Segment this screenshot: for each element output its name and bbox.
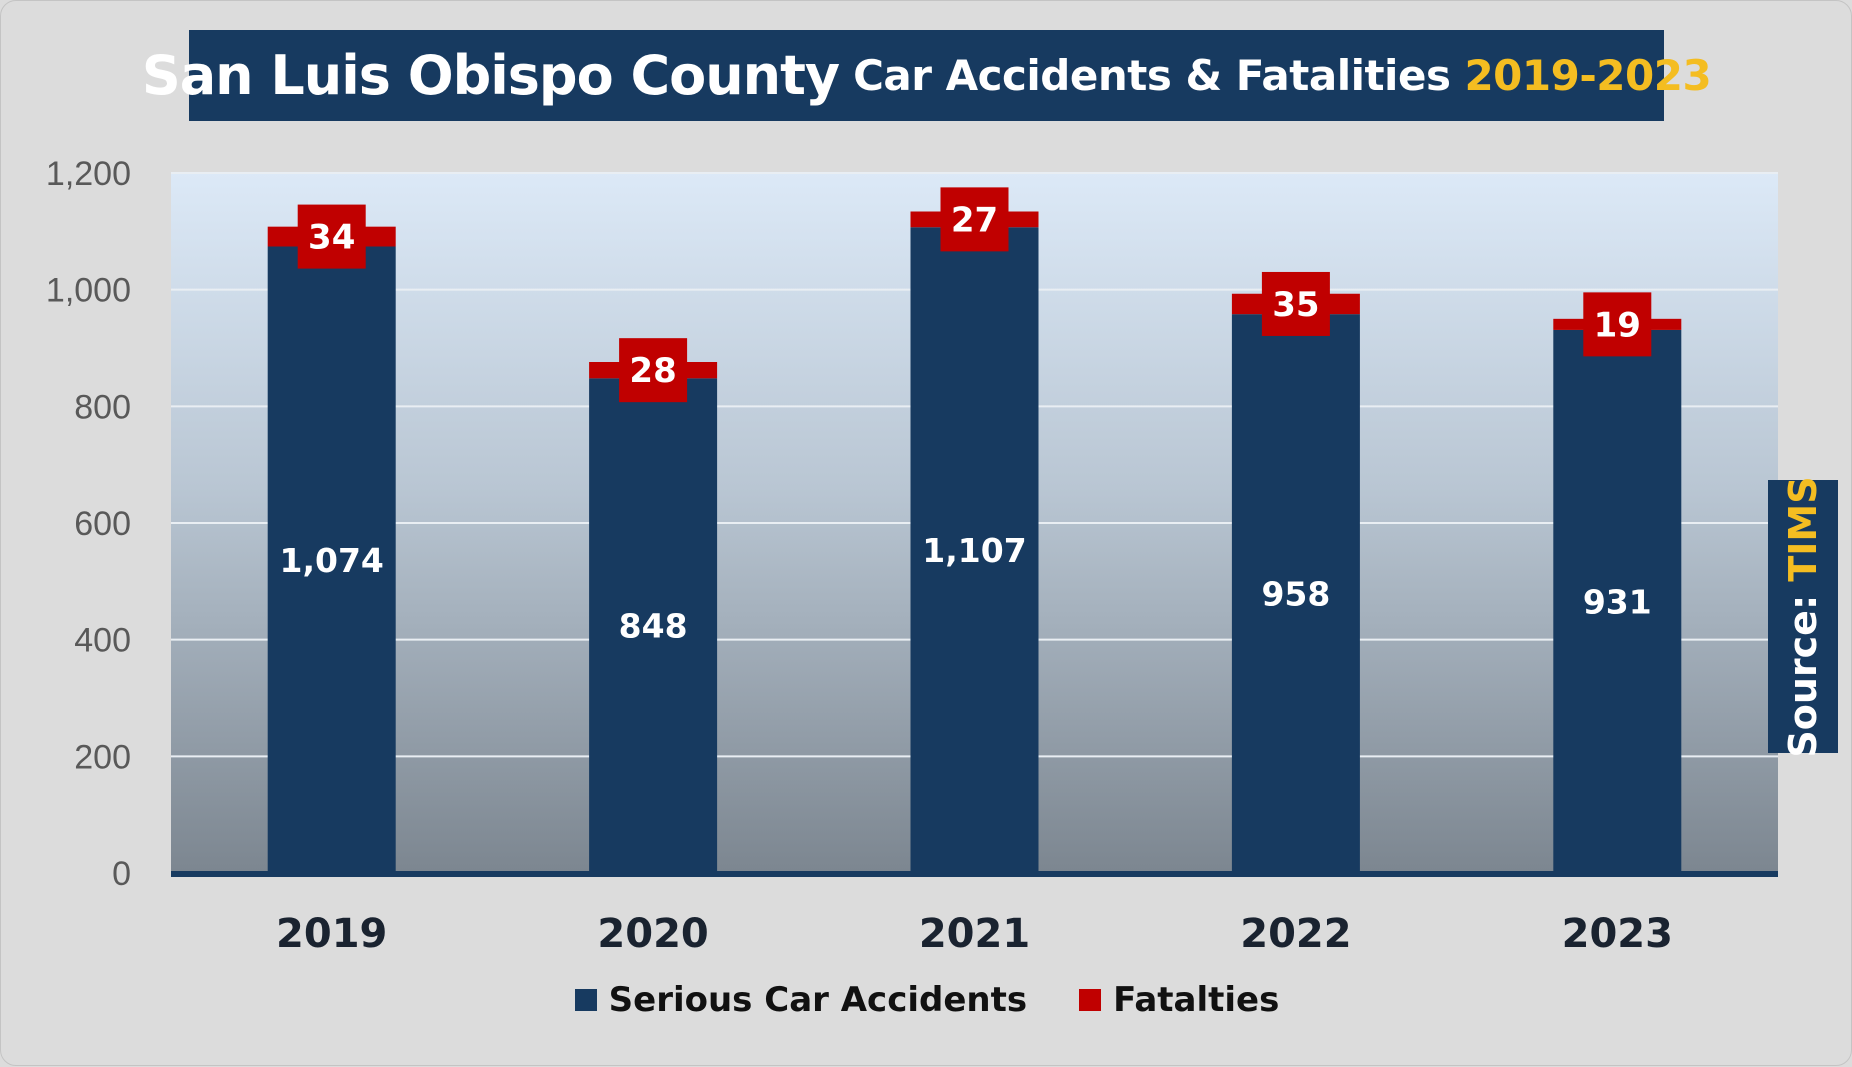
y-tick-label: 0 bbox=[112, 855, 131, 893]
y-tick-label: 200 bbox=[74, 738, 131, 776]
chart-title: San Luis Obispo County Car Accidents & F… bbox=[142, 30, 1712, 121]
legend-item-accidents: Serious Car Accidents bbox=[574, 980, 1028, 1020]
bars: 34 1,074 28 848 27 1,107 35 958 19 931 bbox=[267, 187, 1682, 874]
bar-accidents-2023 bbox=[1553, 329, 1682, 874]
bar-accidents-2022 bbox=[1231, 314, 1360, 874]
accident-data-label: 848 bbox=[619, 607, 688, 646]
legend-swatch-fatalities bbox=[1079, 989, 1102, 1011]
legend: Serious Car Accidents Fatalties bbox=[1, 975, 1852, 1025]
fatality-label-box bbox=[1583, 292, 1652, 357]
y-tick-label: 1,000 bbox=[46, 272, 131, 310]
bar-accidents-2020 bbox=[589, 378, 718, 873]
y-tick-label: 1,200 bbox=[46, 155, 131, 193]
x-tick-label: 2023 bbox=[1562, 911, 1673, 957]
fatality-label-box bbox=[1261, 271, 1330, 336]
legend-label-fatalities: Fatalties bbox=[1113, 980, 1280, 1020]
fatality-data-label: 27 bbox=[951, 200, 998, 240]
legend-label-accidents: Serious Car Accidents bbox=[608, 980, 1028, 1020]
fatality-label-box bbox=[297, 204, 366, 269]
x-axis-ticks: 2019 2020 2021 2022 2023 bbox=[276, 911, 1673, 957]
source-value: TIMS bbox=[1781, 475, 1825, 582]
fatality-data-label: 19 bbox=[1594, 305, 1641, 345]
x-tick-label: 2020 bbox=[597, 911, 708, 957]
bar-accidents-2021 bbox=[910, 227, 1039, 873]
fatality-data-label: 35 bbox=[1272, 285, 1319, 325]
accident-data-label: 1,074 bbox=[280, 541, 384, 580]
title-years: 2019-2023 bbox=[1464, 51, 1712, 100]
fatality-label-box bbox=[619, 338, 688, 403]
x-tick-label: 2021 bbox=[919, 911, 1030, 957]
source-text: Source: TIMS bbox=[1781, 476, 1825, 757]
x-axis-line bbox=[171, 871, 1778, 877]
fatality-data-label: 28 bbox=[629, 351, 676, 391]
fatality-data-label: 34 bbox=[308, 218, 355, 258]
source-label: Source: bbox=[1781, 581, 1825, 758]
y-tick-label: 400 bbox=[74, 622, 131, 660]
title-subject: Car Accidents & Fatalities bbox=[853, 51, 1451, 100]
y-axis-ticks: 0 200 400 600 800 1,000 1,200 bbox=[46, 155, 131, 893]
source-box: Source: TIMS bbox=[1768, 476, 1838, 757]
accident-data-label: 1,107 bbox=[922, 531, 1026, 570]
fatality-label-box bbox=[940, 187, 1009, 252]
y-tick-label: 600 bbox=[74, 505, 131, 543]
legend-item-fatalities: Fatalties bbox=[1079, 980, 1279, 1020]
title-county: San Luis Obispo County bbox=[141, 44, 840, 107]
accident-data-label: 931 bbox=[1583, 582, 1652, 621]
bar-accidents-2019 bbox=[267, 246, 396, 873]
y-tick-label: 800 bbox=[74, 388, 131, 426]
x-tick-label: 2022 bbox=[1240, 911, 1351, 957]
accident-data-label: 958 bbox=[1261, 575, 1330, 614]
legend-swatch-accidents bbox=[574, 989, 597, 1011]
x-tick-label: 2019 bbox=[276, 911, 387, 957]
